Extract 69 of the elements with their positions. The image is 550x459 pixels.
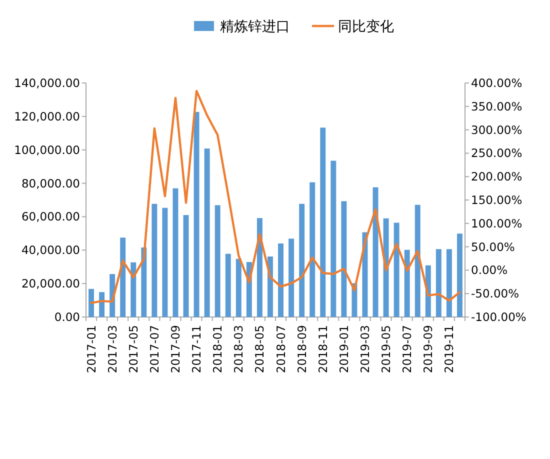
y-tick-label: 0.00 <box>54 310 80 324</box>
x-tick-label: 2019-07 <box>400 325 414 374</box>
bar <box>288 238 294 317</box>
bar <box>436 249 442 317</box>
bar <box>256 218 262 317</box>
bar <box>88 288 94 317</box>
y2-tick-label: 0.00% <box>471 263 508 278</box>
x-tick-label: 2018-05 <box>252 325 267 374</box>
x-tick-label: 2017-11 <box>190 325 204 374</box>
bar <box>236 258 242 317</box>
x-tick-label: 2017-03 <box>105 325 120 374</box>
bar <box>446 249 452 317</box>
legend-label: 精炼锌进口 <box>220 19 290 35</box>
x-tick-label: 2019-11 <box>442 325 456 374</box>
bar <box>394 222 400 317</box>
bar <box>141 247 147 317</box>
y2-tick-label: 250.00% <box>471 146 522 160</box>
x-tick-label: 2017-07 <box>147 325 162 374</box>
bar <box>457 234 462 317</box>
bar <box>320 128 326 317</box>
bar <box>130 262 136 317</box>
y-tick-label: 20,000.00 <box>21 276 80 291</box>
bar <box>414 204 420 317</box>
bar <box>172 188 178 317</box>
x-tick-label: 2017-09 <box>168 325 182 374</box>
x-tick-label: 2019-09 <box>421 325 436 374</box>
bar <box>404 250 410 317</box>
bar <box>372 187 378 317</box>
bar <box>152 204 158 317</box>
x-tick-label: 2018-11 <box>316 325 330 374</box>
y2-tick-label: 100.00% <box>471 216 522 230</box>
bar <box>330 160 336 317</box>
y-tick-label: 80,000.00 <box>21 176 80 190</box>
bar <box>204 148 210 317</box>
y2-tick-label: -50.00% <box>471 286 520 301</box>
bar <box>99 292 105 317</box>
y2-tick-label: 150.00% <box>471 193 522 207</box>
y2-tick-label: 400.00% <box>471 76 522 90</box>
x-tick-label: 2017-01 <box>84 325 98 374</box>
bar <box>341 201 347 317</box>
y-tick-label: 60,000.00 <box>21 210 80 224</box>
x-tick-label: 2018-03 <box>232 325 246 374</box>
legend-label: 同比变化 <box>338 19 394 35</box>
bar <box>310 182 316 317</box>
x-tick-label: 2019-05 <box>379 325 394 374</box>
bar <box>225 254 231 317</box>
bar <box>299 204 305 317</box>
bar <box>383 218 389 317</box>
x-tick-label: 2017-05 <box>126 325 140 374</box>
y2-tick-label: -100.00% <box>471 310 526 324</box>
bar <box>194 112 200 317</box>
y-tick-label: 40,000.00 <box>21 243 80 258</box>
x-tick-label: 2018-01 <box>210 325 225 374</box>
y-tick-label: 100,000.00 <box>14 142 80 157</box>
x-tick-label: 2018-07 <box>274 325 288 374</box>
y-tick-label: 120,000.00 <box>14 109 80 124</box>
bar <box>278 243 284 317</box>
bar <box>120 238 126 317</box>
bar <box>183 215 189 317</box>
x-tick-label: 2019-01 <box>336 325 351 374</box>
x-tick-label: 2018-09 <box>294 325 309 374</box>
y2-tick-label: 350.00% <box>471 99 522 114</box>
x-tick-label: 2019-03 <box>358 325 372 374</box>
bar <box>214 205 220 317</box>
bar <box>162 208 168 317</box>
y2-tick-label: 300.00% <box>471 122 522 137</box>
y-tick-label: 140,000.00 <box>14 76 80 90</box>
y2-tick-label: 200.00% <box>471 170 522 184</box>
y2-tick-label: 50.00% <box>471 240 515 254</box>
